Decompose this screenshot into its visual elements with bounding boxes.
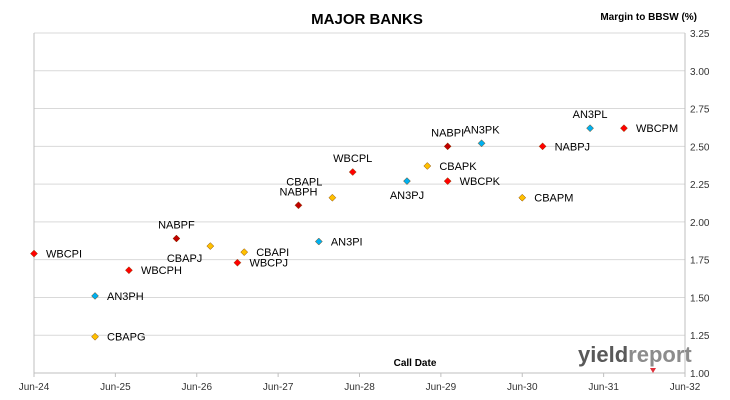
gridlines bbox=[34, 32, 685, 374]
x-tick-label: Jun-28 bbox=[344, 382, 375, 393]
data-point-cbapg bbox=[91, 332, 99, 341]
axes bbox=[33, 33, 686, 377]
x-axis-label: Call Date bbox=[394, 358, 437, 369]
point-label-cbapl: CBAPL bbox=[286, 177, 322, 189]
data-point-an3pi bbox=[314, 237, 323, 246]
data-point-cbapm bbox=[518, 193, 527, 202]
point-label-cbapm: CBAPM bbox=[534, 193, 573, 205]
point-label-an3pl: AN3PL bbox=[573, 109, 608, 121]
point-label-wbcpi: WBCPI bbox=[46, 249, 82, 261]
data-point-wbcph bbox=[125, 266, 133, 275]
point-label-cbapk: CBAPK bbox=[439, 161, 477, 173]
watermark-text: yieldreport bbox=[578, 342, 692, 367]
point-label-an3pk: AN3PK bbox=[464, 124, 501, 136]
data-point-wbcpi bbox=[30, 249, 38, 258]
data-point-an3pj bbox=[403, 177, 411, 185]
data-point-wbcpl bbox=[348, 168, 357, 176]
data-point-nabpi bbox=[443, 142, 452, 151]
point-label-wbcpk: WBCPK bbox=[460, 176, 501, 188]
x-tick-labels: Jun-24 Jun-25 Jun-26 Jun-27 Jun-28 Jun-29 Jun-… bbox=[19, 382, 701, 393]
data-points bbox=[30, 124, 628, 341]
data-point-cbapi bbox=[240, 248, 249, 256]
point-labels: WBCPI AN3PH CBAPG WBCPH NABPF CBAPJ WBCPJCBAPI… bbox=[46, 109, 678, 344]
data-point-wbcpk bbox=[443, 177, 452, 185]
data-point-cbapk bbox=[423, 162, 432, 170]
y-tick-label: 1.00 bbox=[690, 369, 710, 380]
data-point-wbcpj bbox=[233, 258, 242, 267]
watermark-triangle-icon bbox=[650, 368, 656, 373]
x-tick-label: Jun-27 bbox=[263, 382, 294, 393]
point-label-nabpi: NABPI bbox=[431, 127, 464, 139]
data-point-nabph bbox=[294, 201, 303, 210]
y-tick-label: 2.50 bbox=[690, 142, 710, 153]
data-point-an3pk bbox=[477, 139, 486, 148]
x-tick-label: Jun-30 bbox=[507, 382, 538, 393]
x-tick-label: Jun-31 bbox=[588, 382, 619, 393]
watermark-part-yield: yield bbox=[578, 342, 628, 367]
y-tick-labels: 1.00 1.25 1.50 1.75 2.00 2.25 2.50 2.75 3.00 3.25 bbox=[690, 29, 710, 380]
point-label-cbapg: CBAPG bbox=[107, 332, 146, 344]
data-point-wbcpm bbox=[620, 124, 628, 133]
x-tick-label: Jun-32 bbox=[670, 382, 701, 393]
data-point-an3ph bbox=[91, 292, 99, 300]
point-label-nabpj: NABPJ bbox=[555, 141, 590, 153]
data-point-nabpj bbox=[538, 142, 547, 151]
y-tick-label: 1.25 bbox=[690, 331, 710, 342]
point-label-wbcpj: WBCPJ bbox=[249, 258, 288, 270]
watermark-part-report: report bbox=[628, 342, 692, 367]
x-tick-label: Jun-26 bbox=[181, 382, 212, 393]
point-label-an3pj: AN3PJ bbox=[390, 190, 424, 202]
x-tick-label: Jun-25 bbox=[100, 382, 131, 393]
point-label-wbcpm: WBCPM bbox=[636, 123, 678, 135]
point-label-cbapj: CBAPJ bbox=[167, 253, 202, 265]
data-point-nabpf bbox=[172, 234, 181, 243]
x-tick-label: Jun-29 bbox=[426, 382, 457, 393]
y-tick-label: 2.25 bbox=[690, 180, 710, 191]
data-point-cbapj bbox=[206, 242, 215, 250]
point-label-an3ph: AN3PH bbox=[107, 291, 144, 303]
watermark-logo: yieldreport bbox=[578, 342, 692, 373]
y-axis-label: Margin to BBSW (%) bbox=[600, 12, 697, 23]
y-tick-label: 1.50 bbox=[690, 293, 710, 304]
data-point-cbapl bbox=[328, 193, 337, 202]
y-tick-label: 2.75 bbox=[690, 105, 710, 116]
y-tick-label: 2.00 bbox=[690, 218, 710, 229]
point-label-wbcph: WBCPH bbox=[141, 265, 182, 277]
data-point-an3pl bbox=[586, 124, 594, 133]
point-label-nabph: NABPH bbox=[280, 186, 318, 198]
y-tick-label: 1.75 bbox=[690, 256, 710, 267]
y-tick-label: 3.00 bbox=[690, 67, 710, 78]
point-label-nabpf: NABPF bbox=[158, 220, 195, 232]
point-label-cbapi: CBAPI bbox=[256, 247, 289, 259]
chart-title: MAJOR BANKS bbox=[311, 11, 423, 28]
point-label-wbcpl: WBCPL bbox=[333, 153, 372, 165]
x-tick-label: Jun-24 bbox=[19, 382, 50, 393]
point-label-an3pi: AN3PI bbox=[331, 237, 363, 249]
y-tick-label: 3.25 bbox=[690, 29, 710, 40]
